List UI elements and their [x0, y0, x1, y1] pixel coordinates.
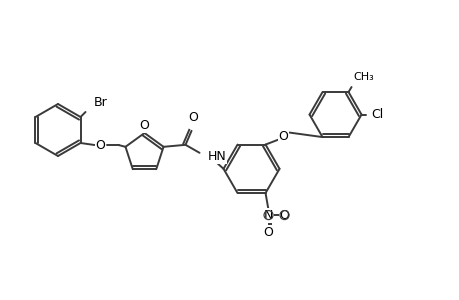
Text: Cl: Cl	[371, 108, 383, 121]
Text: N: N	[263, 208, 273, 222]
Text: HN: HN	[207, 150, 226, 163]
Text: Br: Br	[93, 96, 107, 109]
Text: O: O	[188, 111, 198, 124]
Text: O: O	[95, 139, 105, 152]
Text: CH₃: CH₃	[353, 72, 374, 82]
Text: O: O	[279, 208, 289, 222]
Text: O: O	[278, 130, 288, 143]
Text: O: O	[139, 119, 149, 132]
Text: O: O	[263, 226, 273, 238]
